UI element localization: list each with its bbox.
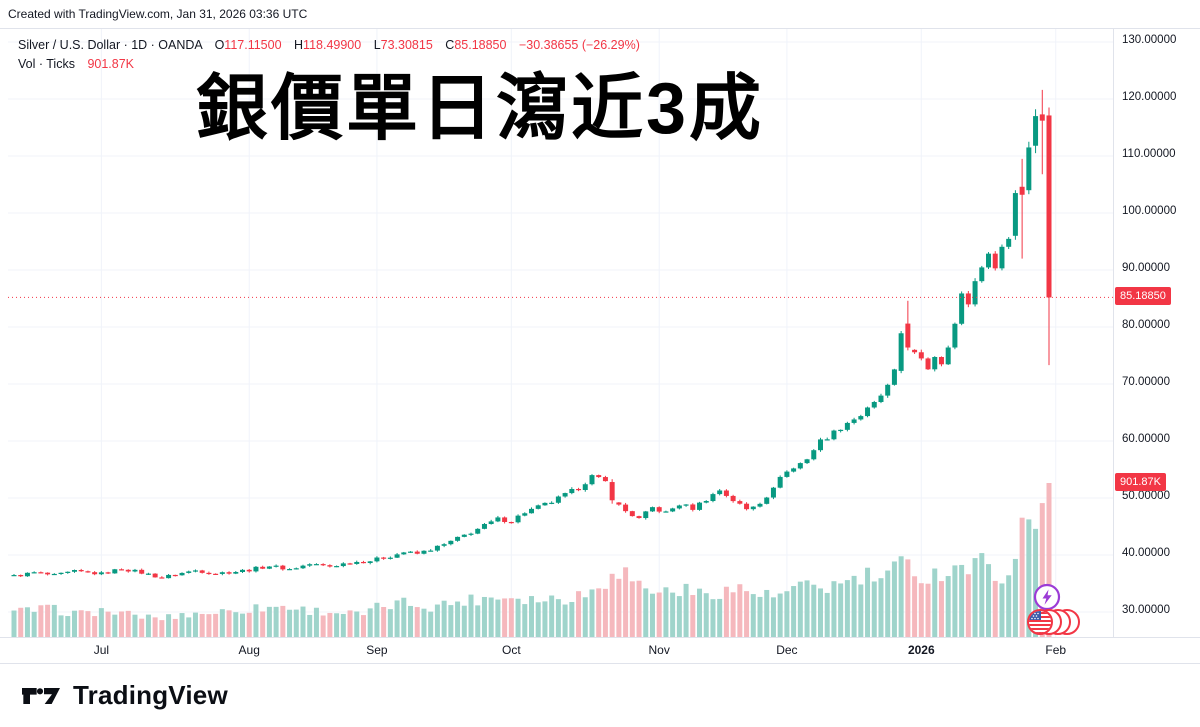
low-label: L xyxy=(373,38,381,52)
high-label: H xyxy=(294,38,304,52)
open-label: O xyxy=(214,38,225,52)
last-price-badge: 85.18850 xyxy=(1115,287,1171,306)
symbol-legend[interactable]: Silver / U.S. Dollar · 1D · OANDA O117.1… xyxy=(18,36,640,73)
low-value: 73.30815 xyxy=(380,38,433,52)
high-value: 118.49900 xyxy=(303,38,362,52)
time-tick-label: Feb xyxy=(1045,643,1067,657)
price-axis-separator xyxy=(1113,28,1114,662)
open-value: 117.11500 xyxy=(224,38,282,52)
time-tick-label: Jul xyxy=(93,643,110,657)
close-label: C xyxy=(445,38,455,52)
close-value: 85.18850 xyxy=(454,38,507,52)
legend-row-volume: Vol · Ticks 901.87K xyxy=(18,55,640,73)
time-tick-label: 2026 xyxy=(907,643,935,657)
volume-badge: 901.87K xyxy=(1115,473,1166,491)
symbol-title: Silver / U.S. Dollar · 1D · OANDA xyxy=(18,38,203,52)
change-value: −30.38655 (−26.29%) xyxy=(518,38,640,52)
tradingview-footer[interactable]: TradingView xyxy=(22,680,228,711)
volume-study-label: Vol · Ticks xyxy=(18,57,75,71)
tradingview-logo xyxy=(22,687,60,704)
time-tick-label: Nov xyxy=(648,643,670,657)
chart-area[interactable] xyxy=(0,28,1200,663)
brand-name: TradingView xyxy=(73,680,228,710)
attribution-text: Created with TradingView.com, Jan 31, 20… xyxy=(8,7,308,21)
volume-study-value: 901.87K xyxy=(87,57,135,71)
time-tick-label: Oct xyxy=(501,643,521,657)
us-flag-events-icon[interactable] xyxy=(1026,607,1084,642)
time-tick-label: Dec xyxy=(776,643,798,657)
lightning-event-icon[interactable] xyxy=(1033,583,1061,616)
time-tick-label: Aug xyxy=(238,643,260,657)
time-tick-label: Sep xyxy=(366,643,388,657)
headline-title: 銀價單日瀉近3成 xyxy=(196,69,765,149)
candlestick-volume-plot[interactable] xyxy=(0,29,1200,663)
legend-row-symbol: Silver / U.S. Dollar · 1D · OANDA O117.1… xyxy=(18,36,640,54)
time-axis[interactable]: Jul Aug Sep Oct Nov Dec 2026 Feb xyxy=(0,637,1200,664)
